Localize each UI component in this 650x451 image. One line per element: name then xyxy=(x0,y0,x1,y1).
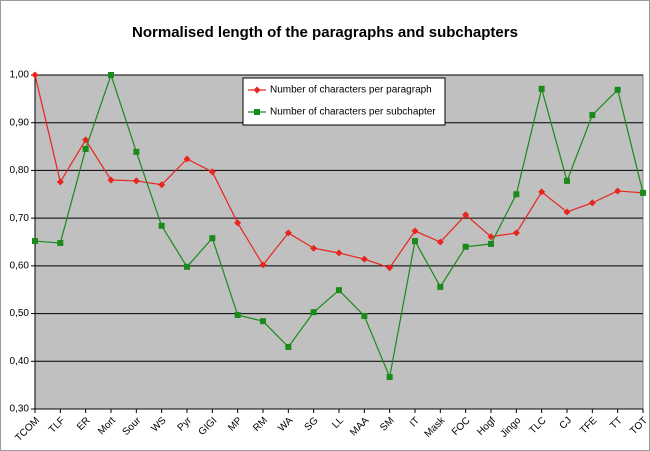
marker xyxy=(411,227,419,235)
marker xyxy=(260,318,266,325)
marker xyxy=(437,283,444,290)
marker xyxy=(158,181,166,189)
marker xyxy=(361,312,368,319)
legend-label: Number of characters per subchapter xyxy=(270,107,436,118)
marker xyxy=(614,187,622,195)
marker xyxy=(310,244,318,252)
marker xyxy=(386,374,393,381)
marker xyxy=(57,239,64,246)
marker xyxy=(31,71,39,79)
marker xyxy=(436,238,444,246)
marker xyxy=(589,112,596,119)
marker xyxy=(234,312,241,319)
chart-title: Normalised length of the paragraphs and … xyxy=(132,24,518,41)
marker xyxy=(538,188,546,196)
legend-label: Number of characters per paragraph xyxy=(270,85,432,96)
marker xyxy=(336,287,342,294)
marker xyxy=(284,229,292,237)
marker xyxy=(335,249,343,257)
marker xyxy=(259,261,267,269)
marker xyxy=(310,309,317,316)
marker xyxy=(184,263,190,270)
marker xyxy=(183,155,191,163)
marker xyxy=(234,219,242,227)
marker xyxy=(488,240,494,247)
marker xyxy=(386,264,394,272)
marker xyxy=(360,255,368,263)
marker xyxy=(108,72,114,78)
marker xyxy=(563,208,571,216)
y-tick-label: 1,00 xyxy=(10,70,30,81)
marker xyxy=(209,235,216,242)
marker xyxy=(158,222,165,229)
y-tick-label: 0,90 xyxy=(10,117,30,128)
y-tick-label: 0,40 xyxy=(10,356,30,367)
marker xyxy=(640,189,646,196)
marker xyxy=(564,177,570,184)
marker xyxy=(107,176,115,184)
y-tick-label: 0,50 xyxy=(10,308,30,319)
marker xyxy=(56,178,64,186)
marker xyxy=(512,229,520,237)
y-tick-label: 0,70 xyxy=(10,213,30,224)
marker xyxy=(208,168,216,176)
marker xyxy=(614,86,621,93)
marker xyxy=(462,211,470,219)
marker xyxy=(82,145,89,152)
marker xyxy=(32,238,38,245)
legend-marker xyxy=(254,109,260,115)
marker xyxy=(285,343,292,350)
legend-marker xyxy=(253,86,261,94)
marker xyxy=(82,136,90,144)
y-tick-label: 0,60 xyxy=(10,260,30,271)
marker xyxy=(513,191,520,198)
marker xyxy=(538,85,545,92)
marker xyxy=(462,243,469,250)
y-tick-label: 0,30 xyxy=(10,404,30,415)
marker xyxy=(133,148,140,155)
plot-area xyxy=(34,74,644,410)
marker xyxy=(132,177,140,185)
marker xyxy=(487,233,495,241)
y-tick-label: 0,80 xyxy=(10,165,30,176)
legend-box xyxy=(242,77,446,126)
marker xyxy=(588,199,596,207)
marker xyxy=(412,238,418,245)
